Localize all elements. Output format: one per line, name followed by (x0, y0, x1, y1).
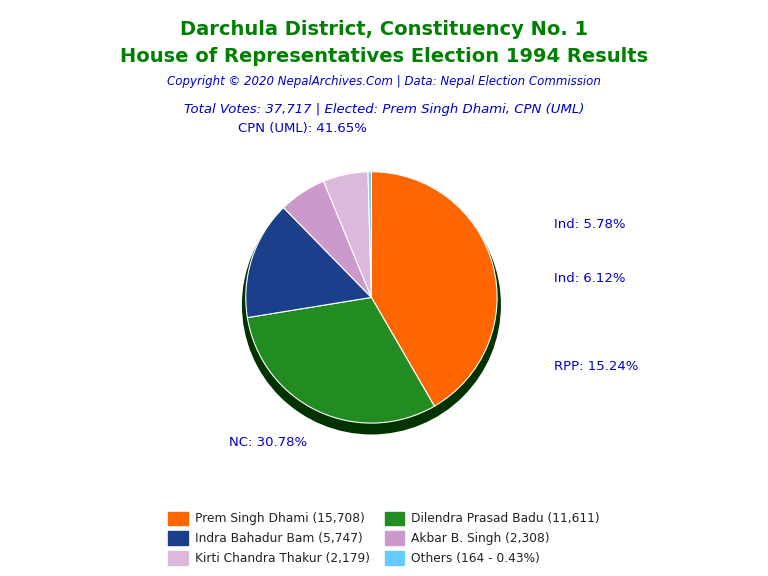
Wedge shape (368, 172, 372, 297)
Wedge shape (323, 172, 372, 297)
Wedge shape (372, 172, 497, 406)
Wedge shape (247, 297, 435, 423)
Text: Copyright © 2020 NepalArchives.Com | Data: Nepal Election Commission: Copyright © 2020 NepalArchives.Com | Dat… (167, 75, 601, 88)
Wedge shape (283, 181, 372, 297)
Text: Darchula District, Constituency No. 1: Darchula District, Constituency No. 1 (180, 20, 588, 39)
Text: CPN (UML): 41.65%: CPN (UML): 41.65% (238, 122, 367, 135)
Text: RPP: 15.24%: RPP: 15.24% (554, 361, 638, 373)
Text: Ind: 6.12%: Ind: 6.12% (554, 272, 625, 285)
Legend: Prem Singh Dhami (15,708), Indra Bahadur Bam (5,747), Kirti Chandra Thakur (2,17: Prem Singh Dhami (15,708), Indra Bahadur… (163, 507, 605, 570)
Text: Total Votes: 37,717 | Elected: Prem Singh Dhami, CPN (UML): Total Votes: 37,717 | Elected: Prem Sing… (184, 103, 584, 116)
Text: Ind: 5.78%: Ind: 5.78% (554, 218, 625, 232)
Wedge shape (246, 207, 372, 317)
Text: House of Representatives Election 1994 Results: House of Representatives Election 1994 R… (120, 47, 648, 66)
Text: NC: 30.78%: NC: 30.78% (230, 435, 307, 449)
Ellipse shape (243, 176, 500, 434)
